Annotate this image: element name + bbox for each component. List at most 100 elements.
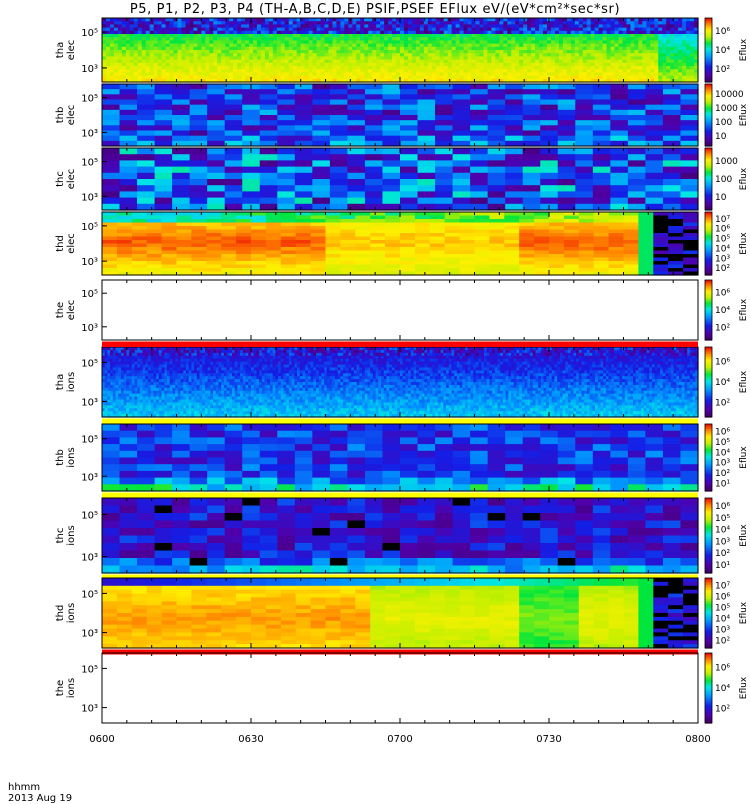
heatmap-cell (206, 233, 222, 237)
heatmap-cell (628, 179, 646, 186)
heatmap-cell (505, 89, 523, 95)
heatmap-cell (191, 254, 207, 258)
heatmap-cell (365, 148, 383, 155)
heatmap-cell (475, 212, 491, 216)
heatmap-cell (190, 136, 208, 142)
heatmap-cell (277, 110, 295, 116)
heatmap-cell (137, 185, 155, 192)
heatmap-cell (488, 160, 506, 167)
heatmap-cell (445, 233, 461, 237)
heatmap-cell (610, 191, 628, 198)
heatmap-cell (668, 258, 684, 262)
heatmap-cell (453, 179, 471, 186)
heatmap-cell (594, 258, 610, 262)
heatmap-cell (645, 120, 663, 126)
heatmap-cell (575, 198, 593, 205)
heatmap-cell (653, 240, 669, 244)
heatmap-cell (628, 84, 646, 90)
heatmap-cell (117, 219, 132, 223)
heatmap-cell (579, 212, 595, 216)
heatmap-cell (488, 100, 506, 106)
heatmap-cell (523, 89, 541, 95)
heatmap-cell (340, 219, 356, 223)
heatmap-cell (523, 167, 541, 174)
heatmap-cell (385, 226, 401, 230)
heatmap-cell (624, 223, 640, 227)
heatmap-cell (225, 125, 243, 131)
heatmap-cell (132, 258, 148, 262)
heatmap-cell (534, 237, 550, 241)
panel-probe-label: thb (55, 107, 66, 124)
heatmap-cell (225, 179, 243, 186)
heatmap-cell (519, 258, 535, 262)
heatmap-cell (653, 233, 669, 237)
heatmap-cell (668, 233, 684, 237)
heatmap-cell (638, 258, 654, 262)
heatmap-cell (340, 265, 356, 269)
heatmap-cell (382, 191, 400, 198)
heatmap-cell (281, 212, 297, 216)
heatmap-cell (415, 223, 431, 227)
heatmap-cell (102, 105, 120, 111)
heatmap-cell (281, 247, 297, 251)
heatmap-cell (147, 258, 163, 262)
heatmap-cell (489, 212, 505, 216)
heatmap-cell (415, 261, 431, 265)
heatmap-cell (326, 223, 342, 227)
heatmap-cell (488, 120, 506, 126)
heatmap-cell (370, 219, 386, 223)
heatmap-cell (355, 261, 371, 265)
heatmap-cell (579, 251, 595, 255)
heatmap-cell (505, 173, 523, 180)
heatmap-cell (453, 148, 471, 155)
heatmap-cell (505, 125, 523, 131)
heatmap-cell (340, 216, 356, 220)
heatmap-cell (117, 258, 132, 262)
heatmap-cell (624, 247, 640, 251)
heatmap-cell (549, 251, 565, 255)
heatmap-cell (445, 223, 461, 227)
heatmap-cell (519, 230, 535, 234)
heatmap-cell (540, 94, 558, 100)
heatmap-cell (680, 160, 698, 167)
heatmap-cell (206, 230, 222, 234)
heatmap-cell (610, 148, 628, 155)
heatmap-cell (558, 185, 576, 192)
heatmap-cell (653, 258, 669, 262)
colorbar-tick-label: 10 (715, 193, 727, 203)
heatmap-cell (365, 131, 383, 137)
heatmap-cell (610, 94, 628, 100)
heatmap-cell (594, 247, 610, 251)
heatmap-cell (519, 244, 535, 248)
heatmap-cell (540, 191, 558, 198)
heatmap-cell (575, 100, 593, 106)
colorbar-tick-label: 10 (715, 132, 727, 142)
heatmap-cell (207, 185, 225, 192)
heatmap-cell (400, 115, 418, 121)
heatmap-cell (628, 125, 646, 131)
heatmap-cell (225, 120, 243, 126)
heatmap-cell (628, 154, 646, 161)
heatmap-cell (475, 244, 491, 248)
heatmap-cell (266, 226, 282, 230)
heatmap-cell (225, 110, 243, 116)
heatmap-cell (155, 110, 173, 116)
heatmap-cell (575, 173, 593, 180)
heatmap-cell (266, 216, 282, 220)
heatmap-cell (311, 268, 327, 272)
heatmap-cell (680, 100, 698, 106)
heatmap-cell (504, 254, 520, 258)
heatmap-cell (445, 251, 461, 255)
heatmap-cell (147, 226, 163, 230)
heatmap-cell (172, 185, 190, 192)
heatmap-cell (296, 212, 312, 216)
heatmap-cell (277, 198, 295, 205)
heatmap-cell (242, 167, 260, 174)
heatmap-cell (281, 244, 297, 248)
heatmap-cell (475, 233, 491, 237)
heatmap-cell (155, 131, 173, 137)
heatmap-cell (120, 110, 138, 116)
heatmap-cell (475, 265, 491, 269)
heatmap-cell (260, 125, 278, 131)
heatmap-cell (575, 167, 593, 174)
